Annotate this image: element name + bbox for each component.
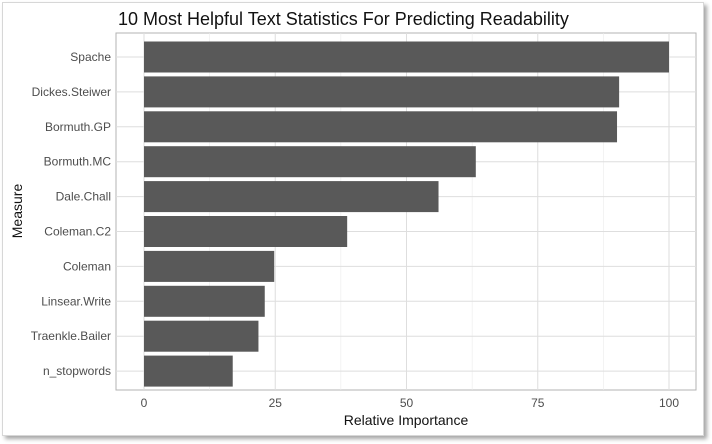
bars <box>144 41 669 387</box>
x-tick-label: 0 <box>141 396 148 410</box>
y-tick-label: Dickes.Steiwer <box>32 85 111 99</box>
bar-dale-chall <box>144 181 439 213</box>
y-tick-label: Bormuth.GP <box>45 120 111 134</box>
y-tick-label: Dale.Chall <box>56 190 111 204</box>
bar-bormuth-mc <box>144 146 476 178</box>
y-tick-label: Coleman.C2 <box>44 225 111 239</box>
y-tick-label: n_stopwords <box>43 364 111 378</box>
bar-coleman-c2 <box>144 216 348 247</box>
x-tick-label: 50 <box>400 396 414 410</box>
y-tick-label: Spache <box>70 50 111 64</box>
y-axis-title: Measure <box>9 184 25 239</box>
y-tick-label: Linsear.Write <box>41 294 111 308</box>
y-tick-label: Bormuth.MC <box>44 155 112 169</box>
bar-dickes-steiwer <box>144 76 620 108</box>
x-tick-label: 100 <box>659 396 679 410</box>
x-axis-labels: 0 25 50 75 100 <box>141 396 680 410</box>
bar-traenkle-bailer <box>144 320 259 352</box>
x-tick-label: 25 <box>269 396 283 410</box>
chart-title: 10 Most Helpful Text Statistics For Pred… <box>118 9 569 29</box>
bar-n-stopwords <box>144 355 233 387</box>
x-tick-label: 75 <box>531 396 545 410</box>
bar-spache <box>144 41 669 73</box>
bar-linsear-write <box>144 285 265 317</box>
bar-bormuth-gp <box>144 111 618 143</box>
x-axis-title: Relative Importance <box>344 412 469 428</box>
y-tick-label: Traenkle.Bailer <box>31 329 111 343</box>
y-tick-label: Coleman <box>63 259 111 273</box>
y-axis-labels: Spache Dickes.Steiwer Bormuth.GP Bormuth.MC… <box>31 50 112 378</box>
bar-coleman <box>144 250 275 282</box>
